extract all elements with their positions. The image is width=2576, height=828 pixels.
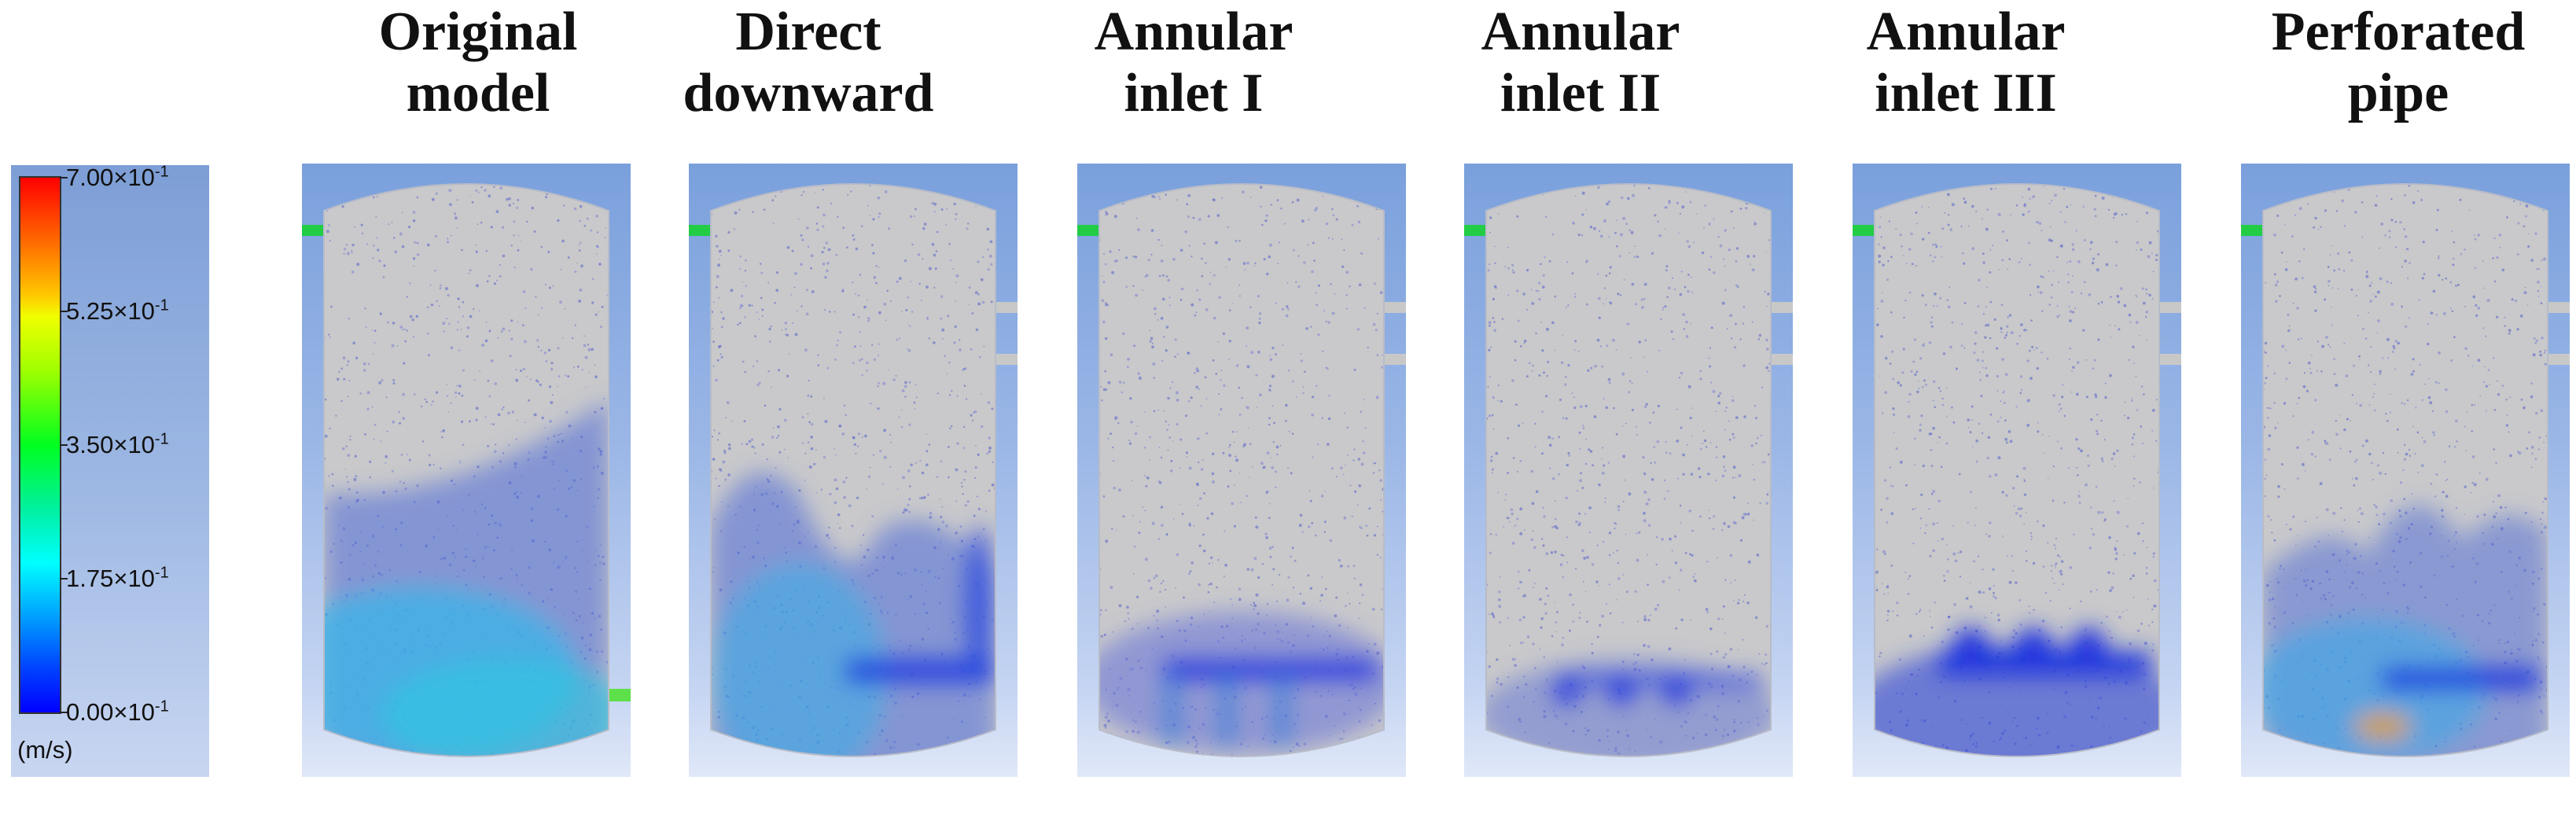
tank-contour-image — [1077, 183, 1406, 757]
title-line-2: model — [406, 63, 550, 123]
legend-tick-label: 7.00×10-1 — [66, 163, 169, 191]
outlet-port — [2158, 302, 2181, 313]
title-line-2: inlet I — [1124, 63, 1264, 123]
color-scale-bar — [19, 176, 61, 714]
title-line-2: inlet III — [1875, 63, 2057, 123]
inlet-port — [2241, 225, 2266, 236]
panel-title: Direct downward — [643, 2, 973, 124]
legend-tick-label: 0.00×10-1 — [66, 697, 169, 726]
inlet-port — [1464, 225, 1489, 236]
panel-title: Annular inlet III — [1801, 2, 2131, 124]
outlet-port — [1382, 302, 1406, 313]
tank-contour-image — [302, 183, 631, 757]
contour-panel — [302, 164, 631, 777]
legend-tick-label: 3.50×10-1 — [66, 430, 169, 458]
outlet-port — [1769, 354, 1793, 365]
legend-unit: (m/s) — [17, 736, 73, 764]
contour-panel — [1853, 164, 2181, 777]
title-line-1: Annular — [1094, 2, 1294, 62]
tank-contour-image — [2241, 183, 2570, 757]
title-line-2: pipe — [2347, 63, 2449, 123]
legend-tick-label: 1.75×10-1 — [66, 564, 169, 592]
title-line-2: inlet II — [1500, 63, 1662, 123]
outlet-port — [2546, 302, 2570, 313]
outlet-port — [1769, 302, 1793, 313]
contour-panel — [1077, 164, 1406, 777]
legend-tick — [60, 311, 68, 312]
panel-title: Original model — [313, 2, 643, 124]
title-line-2: downward — [683, 63, 934, 123]
panel-title: Perforated pipe — [2233, 2, 2563, 124]
inlet-port — [689, 225, 714, 236]
outlet-port — [2158, 354, 2181, 365]
tank-contour-image — [1464, 183, 1793, 757]
contour-panel — [1464, 164, 1793, 777]
title-line-1: Annular — [1866, 2, 2066, 62]
panel-title: Annular inlet II — [1415, 2, 1746, 124]
contour-panel — [2241, 164, 2570, 777]
title-line-1: Annular — [1481, 2, 1680, 62]
title-line-1: Perforated — [2271, 2, 2526, 62]
velocity-legend: 7.00×10-1 5.25×10-1 3.50×10-1 1.75×10-1 … — [11, 163, 209, 777]
outlet-port — [2546, 354, 2570, 365]
legend-tick — [60, 712, 68, 713]
tank-contour-image — [1853, 183, 2181, 757]
inlet-port — [1077, 225, 1102, 236]
outlet-port — [994, 354, 1018, 365]
contour-panel — [689, 164, 1018, 777]
outlet-port — [1382, 354, 1406, 365]
outlet-port — [994, 302, 1018, 313]
legend-tick-label: 5.25×10-1 — [66, 296, 169, 325]
inlet-port — [1853, 225, 1878, 236]
legend-tick — [60, 444, 68, 446]
legend-tick — [60, 578, 68, 580]
inlet-port — [302, 225, 327, 236]
tank-contour-image — [689, 183, 1018, 757]
legend-tick — [60, 177, 68, 178]
title-line-1: Original — [378, 2, 578, 62]
title-line-1: Direct — [735, 2, 881, 62]
panel-title: Annular inlet I — [1029, 2, 1359, 124]
